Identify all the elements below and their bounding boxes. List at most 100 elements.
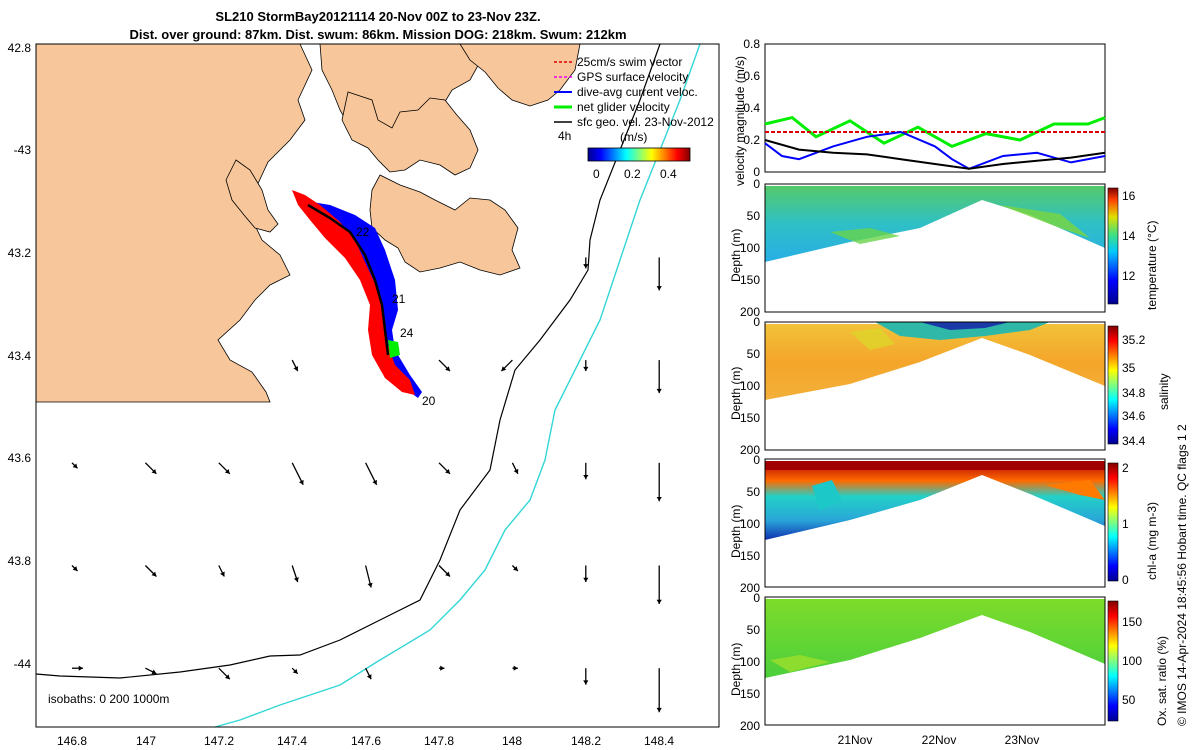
title-line-2: Dist. over ground: 87km. Dist. swum: 86k… [129, 27, 626, 42]
vector-arrowhead-6 [293, 366, 299, 372]
vector-arrowhead-12 [445, 468, 450, 474]
svg-text:1: 1 [1122, 517, 1129, 531]
svg-text:148.2: 148.2 [571, 734, 601, 748]
svg-text:50: 50 [747, 623, 761, 637]
oxygen-panel: 0 50 100 150 200 Depth (m) 150 100 50 Ox… [729, 591, 1169, 747]
isobath-200m [35, 43, 661, 679]
svg-text:0.4: 0.4 [743, 101, 760, 115]
credit-text: © IMOS 14-Apr-2024 18:45:56 Hobart time.… [1175, 424, 1189, 726]
velocity-series-0 [764, 115, 1106, 149]
svg-text:147: 147 [136, 734, 156, 748]
svg-text:(m/s): (m/s) [620, 130, 647, 144]
svg-text:0: 0 [753, 591, 760, 605]
vector-arrowhead-8 [151, 468, 157, 474]
svg-text:Depth (m): Depth (m) [729, 367, 743, 420]
svg-text:50: 50 [747, 347, 761, 361]
legend-item-geo: sfc geo. vel. 23-Nov-2012 [554, 115, 714, 129]
vector-arrowhead-19 [293, 577, 299, 582]
svg-text:Depth (m): Depth (m) [729, 643, 743, 696]
svg-text:23Nov: 23Nov [1005, 733, 1040, 747]
svg-text:0: 0 [753, 453, 760, 467]
svg-text:0.2: 0.2 [743, 133, 760, 147]
vector-arrowhead-9 [224, 468, 230, 474]
chlorophyll-panel: 0 50 100 150 200 Depth (m) 2 1 0 chl-a (… [729, 453, 1159, 595]
vector-arrowhead-20 [367, 582, 373, 588]
track-label-20: 20 [422, 394, 436, 408]
svg-text:200: 200 [740, 719, 760, 733]
vector-field [71, 257, 662, 713]
track-label-24: 24 [400, 326, 414, 340]
vector-arrowhead-13 [513, 468, 519, 474]
svg-text:Depth (m): Depth (m) [729, 505, 743, 558]
vector-arrowhead-3 [501, 366, 507, 372]
svg-text:147.2: 147.2 [204, 734, 234, 748]
svg-text:34.8: 34.8 [1122, 386, 1146, 400]
svg-text:200: 200 [740, 581, 760, 595]
velocity-ylabel: velocity magnitude (m/s) [733, 56, 747, 186]
svg-text:150: 150 [1122, 615, 1142, 629]
svg-text:150: 150 [740, 273, 760, 287]
svg-text:0.2: 0.2 [624, 167, 641, 181]
svg-text:0: 0 [753, 165, 760, 179]
svg-text:net glider velocity: net glider velocity [577, 100, 670, 114]
vector-arrowhead-28 [292, 668, 298, 674]
isobaths-label: isobaths: 0 200 1000m [48, 692, 169, 706]
svg-text:0.8: 0.8 [743, 37, 760, 51]
vector-arrowhead-11 [372, 479, 377, 485]
map-y-ticks: 42.8 -43 43.2 43.4 43.6 43.8 -44 [8, 41, 32, 671]
vector-arrowhead-27 [224, 674, 230, 680]
svg-text:43.4: 43.4 [8, 349, 32, 363]
svg-text:43.2: 43.2 [8, 246, 32, 260]
svg-text:22Nov: 22Nov [922, 733, 957, 747]
svg-text:21Nov: 21Nov [838, 733, 873, 747]
svg-text:salinity: salinity [1157, 373, 1171, 410]
svg-text:100: 100 [740, 241, 760, 255]
vector-arrowhead-1 [656, 286, 662, 291]
velocity-panel: 0 0.2 0.4 0.6 0.8 velocity magnitude (m/… [733, 37, 1106, 186]
svg-text:dive-avg current veloc.: dive-avg current veloc. [577, 85, 698, 99]
temperature-panel: 0 50 100 150 200 Depth (m) 16 14 12 temp… [729, 177, 1159, 319]
vector-arrowhead-5 [656, 388, 662, 394]
vector-arrowhead-0 [583, 264, 589, 269]
vector-arrowhead-2 [445, 366, 450, 372]
title-line-1: SL210 StormBay20121114 20-Nov 00Z to 23-… [215, 9, 540, 24]
svg-text:42.8: 42.8 [8, 41, 32, 55]
svg-text:16: 16 [1122, 189, 1136, 203]
map-panel: 21 24 20 22 25cm/s swim vector GPS surfa… [8, 41, 720, 748]
svg-text:200: 200 [740, 305, 760, 319]
svg-text:-43: -43 [14, 143, 32, 157]
svg-text:GPS surface velocity: GPS surface velocity [577, 70, 688, 84]
track-label-21: 21 [392, 292, 406, 306]
vector-arrowhead-22 [513, 566, 518, 571]
map-x-ticks: 146.8 147 147.2 147.4 147.6 147.8 148 14… [57, 734, 674, 748]
svg-text:Ox. sat. ratio (%): Ox. sat. ratio (%) [1155, 636, 1169, 726]
svg-text:0.6: 0.6 [743, 69, 760, 83]
svg-text:50: 50 [1122, 693, 1136, 707]
legend-item-swim: 25cm/s swim vector [554, 55, 682, 69]
svg-text:temperature (°C): temperature (°C) [1145, 221, 1159, 311]
svg-text:146.8: 146.8 [57, 734, 87, 748]
svg-text:0: 0 [1122, 573, 1129, 587]
svg-text:sfc geo. vel. 23-Nov-2012: sfc geo. vel. 23-Nov-2012 [577, 115, 714, 129]
vector-arrowhead-31 [513, 665, 518, 671]
svg-text:-44: -44 [14, 657, 32, 671]
svg-text:150: 150 [740, 549, 760, 563]
glider-track [292, 190, 422, 398]
land-masses [35, 43, 581, 403]
svg-text:147.8: 147.8 [424, 734, 454, 748]
svg-text:50: 50 [747, 485, 761, 499]
salinity-panel: 0 50 100 150 200 Depth (m) 35.2 35 34.8 … [729, 315, 1171, 457]
vector-arrowhead-14 [583, 475, 589, 480]
svg-text:34.6: 34.6 [1122, 409, 1146, 423]
svg-text:34.4: 34.4 [1122, 434, 1146, 448]
svg-text:4h: 4h [558, 129, 571, 143]
svg-text:147.4: 147.4 [277, 734, 307, 748]
svg-text:200: 200 [740, 443, 760, 457]
isobath-1000m [214, 43, 701, 728]
legend-item-dive: dive-avg current veloc. [554, 85, 698, 99]
vector-arrowhead-26 [151, 669, 157, 675]
svg-text:chl-a (mg m-3): chl-a (mg m-3) [1145, 502, 1159, 580]
svg-text:50: 50 [747, 209, 761, 223]
vector-arrowhead-17 [151, 571, 157, 577]
speed-colorbar: 4h (m/s) 0 0.2 0.4 [558, 129, 691, 181]
